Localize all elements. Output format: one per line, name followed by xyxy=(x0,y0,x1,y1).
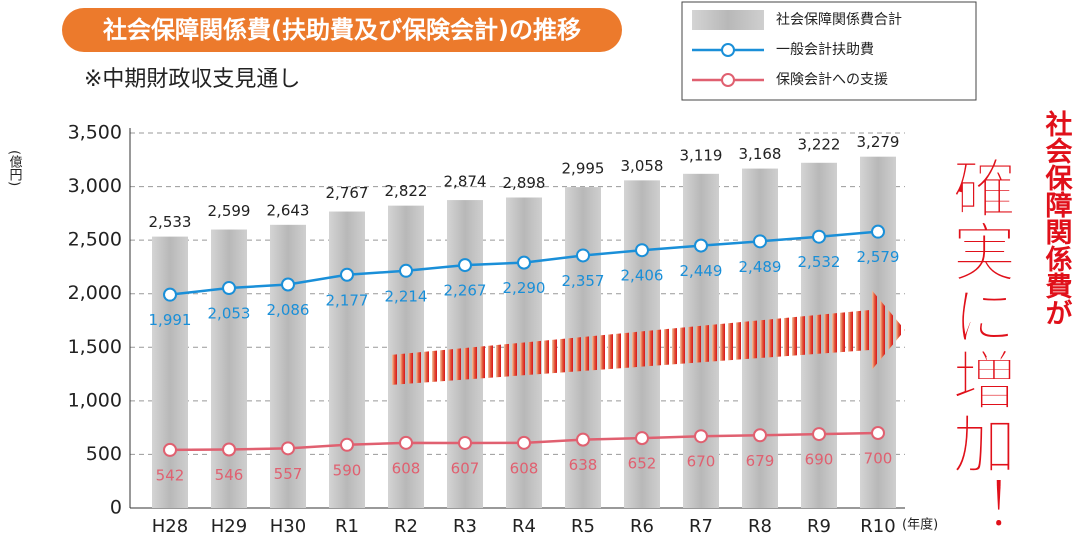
annotation-small: 社会保障関係費が xyxy=(1041,109,1074,326)
line-point xyxy=(223,282,235,294)
y-tick-label: 3,500 xyxy=(68,122,122,144)
line-point xyxy=(813,231,825,243)
line-point xyxy=(636,244,648,256)
y-tick-label: 2,000 xyxy=(68,282,122,304)
line-value-label: 638 xyxy=(569,456,598,474)
line-point xyxy=(872,226,884,238)
line-point xyxy=(164,444,176,456)
line-value-label: 2,579 xyxy=(857,248,900,266)
line-value-label: 2,086 xyxy=(267,301,310,319)
x-tick-label: R7 xyxy=(689,516,713,537)
line-value-label: 690 xyxy=(805,451,834,469)
x-axis-unit: (年度) xyxy=(902,517,938,533)
bar-value-label: 2,599 xyxy=(208,202,251,220)
legend-label: 保険会計への支援 xyxy=(776,72,888,88)
x-tick-label: H28 xyxy=(152,516,188,537)
bar-value-label: 2,822 xyxy=(385,182,428,200)
bar-value-label: 2,874 xyxy=(444,173,487,191)
legend-swatch-point xyxy=(722,44,734,56)
bar-value-label: 2,533 xyxy=(149,213,192,231)
bar-value-label: 3,168 xyxy=(739,145,782,163)
line-value-label: 2,267 xyxy=(444,282,487,300)
line-value-label: 608 xyxy=(392,459,421,477)
line-value-label: 2,449 xyxy=(680,262,723,280)
line-value-label: 590 xyxy=(333,461,362,479)
chart: 社会保障関係費(扶助費及び保険会計)の推移 ※中期財政収支見通し (億円) (年… xyxy=(0,0,1091,542)
line-value-label: 652 xyxy=(628,455,657,473)
line-value-label: 2,357 xyxy=(562,272,605,290)
line-point xyxy=(282,279,294,291)
line-point xyxy=(577,249,589,261)
line-point xyxy=(872,427,884,439)
line-point xyxy=(459,259,471,271)
legend-swatch xyxy=(692,10,764,30)
x-tick-label: H29 xyxy=(211,516,247,537)
line-value-label: 670 xyxy=(687,453,716,471)
line-value-label: 679 xyxy=(746,452,775,470)
legend-label: 一般会計扶助費 xyxy=(776,42,874,58)
y-tick-label: 500 xyxy=(86,443,122,465)
bar-value-label: 3,279 xyxy=(857,133,900,151)
line-point xyxy=(754,429,766,441)
y-tick-label: 1,000 xyxy=(68,389,122,411)
x-tick-label: R6 xyxy=(630,516,654,537)
line-value-label: 2,532 xyxy=(798,253,841,271)
line-point xyxy=(754,235,766,247)
x-tick-label: R2 xyxy=(394,516,418,537)
line-value-label: 2,489 xyxy=(739,258,782,276)
bar-value-label: 2,898 xyxy=(503,174,546,192)
line-point xyxy=(459,437,471,449)
y-tick-label: 1,500 xyxy=(68,336,122,358)
line-value-label: 2,406 xyxy=(621,267,664,285)
line-point xyxy=(577,434,589,446)
line-point xyxy=(400,265,412,277)
line-value-label: 700 xyxy=(864,450,893,468)
line-point xyxy=(813,428,825,440)
line-point xyxy=(695,240,707,252)
x-tick-label: R3 xyxy=(453,516,477,537)
line-value-label: 546 xyxy=(215,466,244,484)
y-tick-label: 2,500 xyxy=(68,229,122,251)
line-point xyxy=(223,444,235,456)
line-point xyxy=(341,439,353,451)
bar-value-label: 3,222 xyxy=(798,135,841,153)
line-point xyxy=(341,269,353,281)
line-value-label: 1,991 xyxy=(149,311,192,329)
line-point xyxy=(518,437,530,449)
bar-value-label: 3,058 xyxy=(621,157,664,175)
x-tick-label: H30 xyxy=(270,516,306,537)
x-tick-label: R1 xyxy=(335,516,359,537)
x-tick-label: R8 xyxy=(748,516,772,537)
line-value-label: 557 xyxy=(274,465,303,483)
line-point xyxy=(518,257,530,269)
x-tick-label: R4 xyxy=(512,516,536,537)
bar-value-label: 2,767 xyxy=(326,184,369,202)
y-axis-unit: (億円) xyxy=(7,150,23,186)
line-value-label: 2,053 xyxy=(208,305,251,323)
subtitle: ※中期財政収支見通し xyxy=(84,67,300,92)
line-point xyxy=(636,432,648,444)
line-value-label: 608 xyxy=(510,459,539,477)
line-value-label: 2,214 xyxy=(385,287,428,305)
x-tick-label: R9 xyxy=(807,516,831,537)
line-point xyxy=(400,437,412,449)
x-tick-label: R5 xyxy=(571,516,595,537)
line-point xyxy=(164,289,176,301)
legend-label: 社会保障関係費合計 xyxy=(776,12,902,28)
line-value-label: 607 xyxy=(451,459,480,477)
y-tick-label: 3,000 xyxy=(68,175,122,197)
line-point xyxy=(695,430,707,442)
line-value-label: 2,177 xyxy=(326,291,369,309)
bar-value-label: 3,119 xyxy=(680,146,723,164)
line-value-label: 542 xyxy=(156,466,185,484)
chart-title: 社会保障関係費(扶助費及び保険会計)の推移 xyxy=(103,16,581,44)
y-tick-label: 0 xyxy=(110,497,122,519)
line-point xyxy=(282,442,294,454)
bar-value-label: 2,643 xyxy=(267,201,310,219)
legend-swatch-point xyxy=(722,74,734,86)
line-value-label: 2,290 xyxy=(503,279,546,297)
bar-value-label: 2,995 xyxy=(562,160,605,178)
x-tick-label: R10 xyxy=(860,516,895,537)
annotation-big: 確実に増加！ xyxy=(941,155,1016,539)
